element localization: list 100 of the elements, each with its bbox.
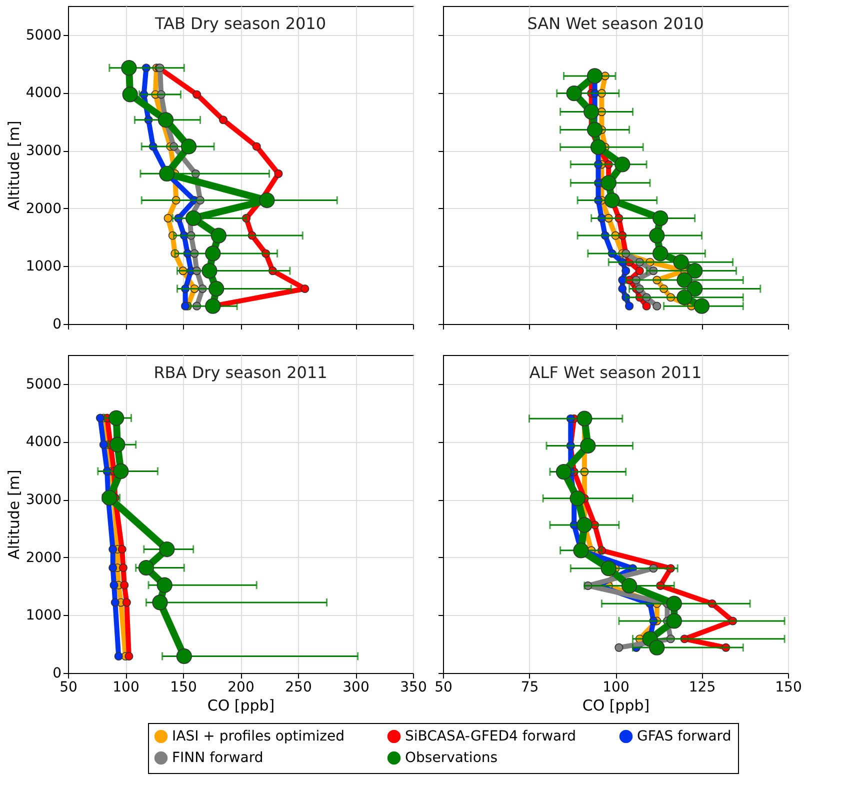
point xyxy=(649,640,665,656)
y-tick-label: 2000 xyxy=(26,200,62,217)
y-tick-label: 3000 xyxy=(26,492,62,508)
point xyxy=(590,139,606,155)
point xyxy=(99,440,108,449)
point xyxy=(122,86,138,102)
point xyxy=(652,302,662,310)
point xyxy=(580,438,596,454)
y-tick-label: 4000 xyxy=(26,434,62,450)
point xyxy=(156,577,172,593)
point xyxy=(114,652,123,660)
x-tick-label: 350 xyxy=(400,680,427,696)
point xyxy=(110,580,118,590)
text: RBA Dry season 2011 xyxy=(154,363,328,382)
x-tick-label: 300 xyxy=(342,680,370,696)
point xyxy=(176,648,192,664)
x-tick-label: 75 xyxy=(520,680,539,696)
point xyxy=(113,463,129,480)
point xyxy=(202,263,218,279)
point xyxy=(205,246,221,262)
point xyxy=(110,598,120,607)
point xyxy=(192,90,202,99)
point xyxy=(300,284,310,293)
point xyxy=(180,138,197,154)
legend-label: Observations xyxy=(405,750,498,766)
point xyxy=(666,596,682,612)
point xyxy=(124,652,134,660)
point xyxy=(635,266,644,276)
x-tick-label: 150 xyxy=(775,680,802,696)
point xyxy=(676,272,692,288)
x-axis-title: CO [ppb] xyxy=(207,696,275,714)
point xyxy=(259,192,275,208)
point xyxy=(110,436,126,452)
point xyxy=(186,210,202,226)
point xyxy=(621,578,638,594)
point xyxy=(687,280,703,297)
point xyxy=(122,598,131,607)
y-tick-label: 2000 xyxy=(26,550,62,566)
y-axis-title: Altitude [m] xyxy=(4,120,23,210)
y-tick-label: 3000 xyxy=(26,143,62,160)
point xyxy=(218,116,228,124)
y-axis-title: Altitude [m] xyxy=(4,470,23,560)
x-tick-label: 150 xyxy=(170,680,197,696)
y-tick-label: 5000 xyxy=(26,27,62,44)
point xyxy=(625,302,634,310)
point xyxy=(694,298,710,314)
legend-label: GFAS forward xyxy=(637,728,732,744)
point xyxy=(108,545,118,554)
point xyxy=(138,560,154,576)
y-tick-label: 0 xyxy=(52,666,62,682)
y-tick-label: 1000 xyxy=(26,608,62,624)
x-tick-label: 50 xyxy=(434,680,452,696)
x-tick-label: 100 xyxy=(112,680,140,696)
point xyxy=(586,68,603,84)
point xyxy=(118,564,128,572)
y-tick-label: 0 xyxy=(52,316,62,332)
x-tick-label: 125 xyxy=(688,680,716,696)
x-tick-label: 50 xyxy=(60,680,78,696)
point xyxy=(159,166,175,182)
point xyxy=(584,104,600,120)
point xyxy=(666,613,682,629)
point xyxy=(158,112,174,128)
legend-label: SiBCASA-GFED4 forward xyxy=(405,728,576,744)
point xyxy=(652,246,668,262)
text: ALF Wet season 2011 xyxy=(529,363,702,382)
point xyxy=(604,192,620,208)
point xyxy=(96,414,104,422)
legend-label: FINN forward xyxy=(172,750,264,766)
point xyxy=(600,175,616,191)
point xyxy=(118,545,126,554)
point xyxy=(642,302,651,310)
point xyxy=(121,60,137,76)
point xyxy=(676,290,692,306)
point xyxy=(618,284,627,293)
point xyxy=(576,517,592,533)
point xyxy=(274,169,283,178)
point xyxy=(673,254,689,270)
point xyxy=(120,580,129,590)
x-tick-label: 250 xyxy=(285,680,312,696)
point xyxy=(573,542,589,558)
point xyxy=(600,560,616,576)
point xyxy=(614,156,630,172)
point xyxy=(687,263,703,279)
y-tick-label: 1000 xyxy=(26,258,62,275)
x-axis-title: CO [ppb] xyxy=(582,696,650,714)
legend-label: IASI + profiles optimized xyxy=(172,728,345,744)
point xyxy=(614,643,624,652)
point xyxy=(152,594,168,610)
point xyxy=(652,210,668,226)
point xyxy=(570,490,586,506)
y-tick-label: 5000 xyxy=(26,376,62,392)
text: TAB Dry season 2010 xyxy=(154,14,326,33)
point xyxy=(210,228,226,244)
point xyxy=(205,298,221,314)
point xyxy=(622,266,630,276)
x-tick-label: 100 xyxy=(602,680,630,696)
point xyxy=(164,214,172,222)
point xyxy=(252,142,261,151)
text: SAN Wet season 2010 xyxy=(527,14,704,33)
x-tick-label: 200 xyxy=(228,680,254,696)
